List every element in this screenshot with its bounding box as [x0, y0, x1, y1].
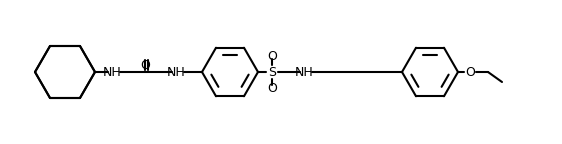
Text: O: O [267, 82, 277, 94]
Text: O: O [267, 50, 277, 62]
Text: NH: NH [103, 66, 121, 78]
Text: NH: NH [166, 66, 185, 78]
Text: NH: NH [294, 66, 314, 78]
Text: O: O [465, 66, 475, 78]
Text: S: S [268, 66, 276, 78]
Text: O: O [140, 59, 150, 72]
